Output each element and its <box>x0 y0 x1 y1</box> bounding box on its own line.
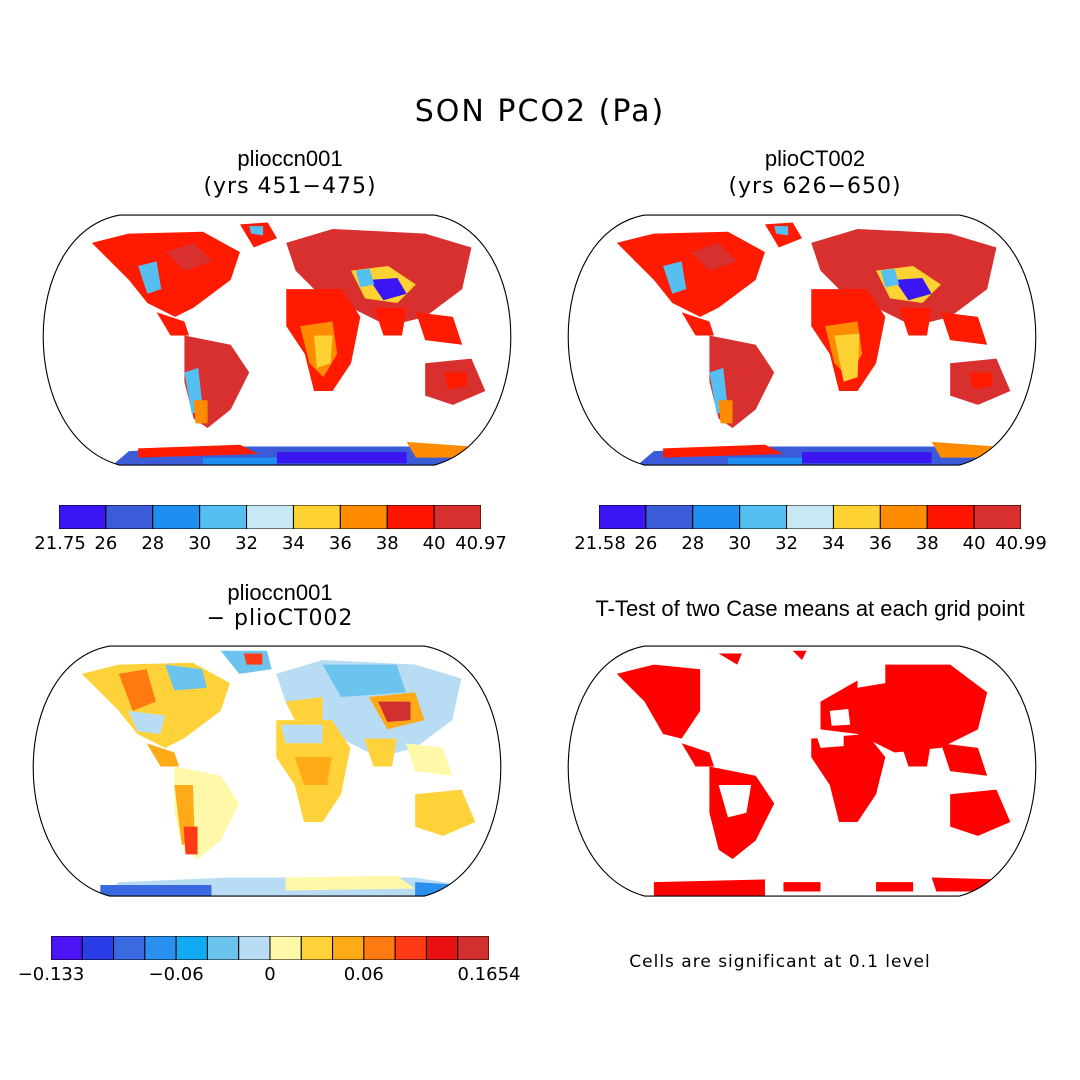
colorbar-swatch <box>144 936 177 960</box>
colorbar-swatch <box>339 505 388 529</box>
colorbar-swatch <box>300 936 334 960</box>
colorbar-tick-label: 34 <box>281 533 305 554</box>
colorbar-swatch <box>394 936 427 960</box>
panel1-colorbar: 21.75 26 28 30 32 34 36 38 40 40.97 <box>34 505 507 554</box>
colorbar-tick-label: 38 <box>375 533 399 554</box>
colorbar-swatch <box>386 505 435 529</box>
colorbar-tick-label: 40 <box>962 533 986 554</box>
panel4-map <box>567 645 1037 897</box>
colorbar-tick-label: 36 <box>868 533 892 554</box>
colorbar-swatch <box>645 505 694 529</box>
colorbar-swatch <box>739 505 788 529</box>
panel1-map <box>42 214 512 466</box>
colorbar-swatch <box>105 505 154 529</box>
colorbar-tick-label: 26 <box>634 533 658 554</box>
colorbar-swatch <box>113 936 146 960</box>
panel4-title: T-Test of two Case means at each grid po… <box>595 596 1025 621</box>
colorbar-swatch <box>81 936 115 960</box>
colorbar-swatch <box>832 505 881 529</box>
panel2-colorbar: 21.58 26 28 30 32 34 36 38 40 40.99 <box>574 505 1047 554</box>
colorbar-tick-label: −0.133 <box>17 964 85 985</box>
colorbar-swatch <box>59 505 107 529</box>
colorbar-swatch <box>425 936 459 960</box>
colorbar-tick-label: 40 <box>422 533 446 554</box>
colorbar-tick-label: 36 <box>328 533 352 554</box>
panel3-map <box>32 645 502 897</box>
colorbar-swatch <box>269 936 302 960</box>
panel3-subtitle: − plioCT002 <box>206 606 354 631</box>
colorbar-tick-label: 0 <box>264 964 276 985</box>
colorbar-tick-label: 28 <box>681 533 705 554</box>
colorbar-tick-label: 28 <box>141 533 165 554</box>
colorbar-tick-label: 40.99 <box>995 533 1047 554</box>
colorbar-tick-label: 26 <box>94 533 118 554</box>
colorbar-swatch <box>238 936 271 960</box>
colorbar-swatch <box>599 505 647 529</box>
colorbar-tick-label: 0.06 <box>343 964 384 985</box>
colorbar-tick-label: 30 <box>188 533 212 554</box>
colorbar-tick-label: 0.1654 <box>457 964 521 985</box>
colorbar-tick-label: 32 <box>235 533 258 554</box>
colorbar-swatch <box>332 936 365 960</box>
significance-note: Cells are significant at 0.1 level <box>629 952 931 972</box>
panel2-subtitle: (yrs 626−650) <box>728 174 902 199</box>
colorbar-swatch <box>51 936 83 960</box>
panel3-title: plioccn001 <box>227 580 333 605</box>
colorbar-swatch <box>175 936 208 960</box>
colorbar-tick-label: 38 <box>915 533 939 554</box>
colorbar-swatch <box>152 505 201 529</box>
colorbar-tick-label: 32 <box>775 533 798 554</box>
panel1-title: plioccn001 <box>237 146 343 171</box>
colorbar-swatch <box>786 505 834 529</box>
colorbar-swatch <box>879 505 928 529</box>
panel2-map <box>567 214 1037 466</box>
colorbar-swatch <box>433 505 481 529</box>
colorbar-tick-label: 40.97 <box>455 533 507 554</box>
panel2-title: plioCT002 <box>764 146 866 171</box>
colorbar-swatch <box>692 505 741 529</box>
colorbar-swatch <box>199 505 248 529</box>
colorbar-swatch <box>292 505 341 529</box>
colorbar-tick-label: 21.75 <box>34 533 86 554</box>
colorbar-swatch <box>973 505 1021 529</box>
panel3-colorbar: −0.133 −0.06 0 0.06 0.1654 <box>18 936 520 985</box>
figure-title: SON PCO2 (Pa) <box>414 94 666 129</box>
colorbar-tick-label: 34 <box>821 533 845 554</box>
colorbar-swatch <box>246 505 294 529</box>
panel1-subtitle: (yrs 451−475) <box>203 174 377 199</box>
colorbar-swatch <box>926 505 975 529</box>
colorbar-swatch <box>457 936 489 960</box>
colorbar-swatch <box>363 936 396 960</box>
colorbar-tick-label: 30 <box>728 533 752 554</box>
colorbar-tick-label: −0.06 <box>148 964 204 985</box>
colorbar-tick-label: 21.58 <box>574 533 626 554</box>
colorbar-swatch <box>206 936 240 960</box>
